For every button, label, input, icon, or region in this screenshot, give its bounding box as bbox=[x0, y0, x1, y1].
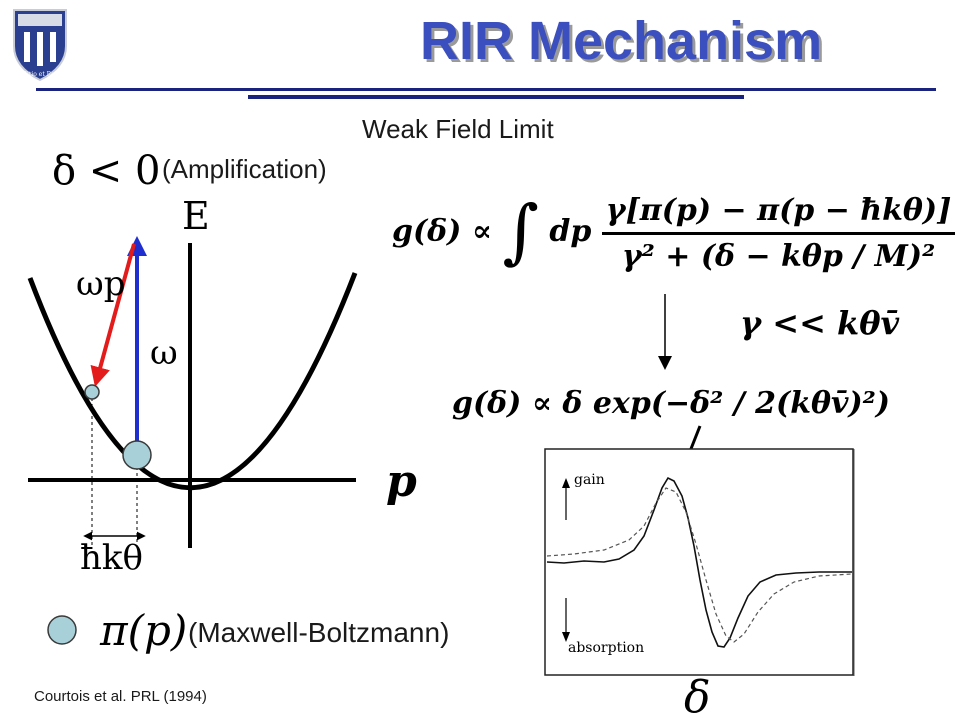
derivation-arrow bbox=[658, 294, 672, 370]
gain-integral-fraction: γ[π(p) − π(p − ħkθ)] γ² + (δ − kθp / M)² bbox=[601, 193, 956, 274]
logo-motto: Eruditio et Religio bbox=[12, 71, 68, 78]
amplification-label: (Amplification) bbox=[162, 154, 327, 184]
gain-integral-numerator: γ[π(p) − π(p − ħkθ)] bbox=[601, 193, 956, 235]
header-rule-bottom bbox=[248, 95, 744, 99]
gain-spectrum-inset: gain absorption bbox=[544, 448, 855, 676]
subtitle: Weak Field Limit bbox=[362, 114, 554, 144]
gain-label: gain bbox=[574, 472, 605, 488]
gain-integral-dp: dp bbox=[549, 214, 592, 249]
gain-result-equation: g(δ) ∝ δ exp(−δ² / 2(kθv̄)²) bbox=[452, 386, 890, 421]
header-rule-top bbox=[36, 88, 936, 91]
gain-integral-lhs: g(δ) ∝ bbox=[392, 214, 492, 249]
probe-frequency-label: ωp bbox=[76, 264, 126, 304]
dispersion-parabola bbox=[27, 272, 358, 491]
inset-x-label: δ bbox=[684, 672, 711, 723]
citation: Courtois et al. PRL (1994) bbox=[34, 688, 207, 705]
fitted-gain-curve bbox=[546, 487, 853, 643]
recoil-label: ħkθ bbox=[80, 538, 143, 578]
probe-emission-arrow bbox=[90, 243, 136, 387]
university-shield-logo: Eruditio et Religio bbox=[12, 9, 68, 82]
legend-atom-icon bbox=[47, 615, 77, 645]
integral-sign-icon: ∫ bbox=[502, 190, 539, 272]
measured-gain-curve bbox=[546, 476, 852, 648]
gain-integral-equation: g(δ) ∝ ∫ dp γ[π(p) − π(p − ħkθ)] γ² + (δ… bbox=[392, 190, 956, 274]
absorption-label: absorption bbox=[568, 640, 644, 656]
final-state-atom bbox=[84, 384, 100, 400]
pump-frequency-label: ω bbox=[150, 333, 178, 373]
linewidth-condition: γ << kθv̄ bbox=[740, 304, 900, 342]
dispersion-diagram bbox=[27, 236, 358, 548]
energy-axis-label: E bbox=[182, 194, 210, 238]
slide-title: RIR Mechanism bbox=[420, 11, 823, 71]
momentum-axis-label: p bbox=[386, 456, 417, 507]
distribution-label: (Maxwell-Boltzmann) bbox=[188, 617, 450, 648]
distribution-symbol: π(p) bbox=[100, 606, 188, 655]
initial-state-atom bbox=[122, 440, 152, 470]
gain-integral-denominator: γ² + (δ − kθp / M)² bbox=[621, 238, 936, 274]
detuning-condition: δ < 0 bbox=[52, 148, 161, 194]
